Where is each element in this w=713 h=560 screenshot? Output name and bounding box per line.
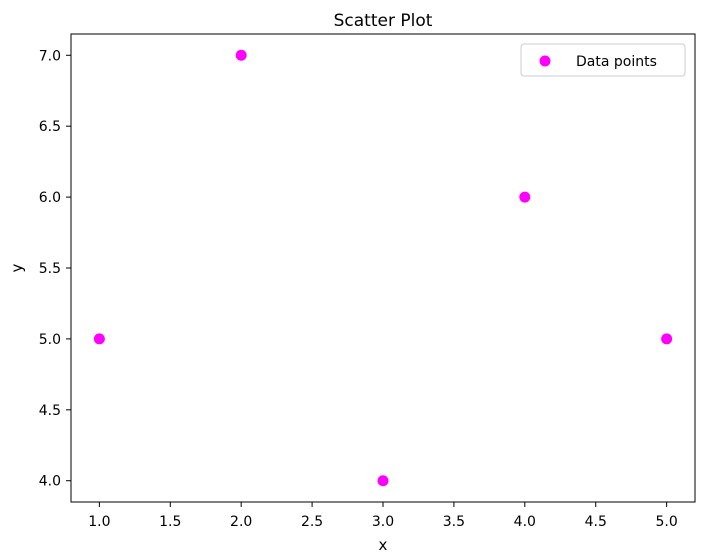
y-tick-label: 6.5 (39, 119, 61, 135)
x-tick-label: 3.5 (443, 514, 465, 530)
data-point (235, 49, 247, 61)
x-tick-label: 3.0 (372, 514, 394, 530)
legend-marker (539, 55, 551, 67)
x-tick-label: 5.0 (656, 514, 678, 530)
plot-border (70, 33, 696, 503)
data-point (661, 333, 673, 345)
legend-box (520, 43, 686, 77)
data-point (377, 475, 389, 487)
y-tick-label: 5.0 (39, 332, 61, 348)
x-axis-ticks: 1.0 1.5 2.0 2.5 3.0 3.5 4.0 4.5 5.0 (88, 502, 678, 530)
x-tick-label: 2.5 (301, 514, 323, 530)
y-tick-label: 4.0 (39, 474, 61, 490)
x-tick-label: 4.0 (514, 514, 536, 530)
x-axis-label: x (379, 536, 388, 554)
y-axis-label: y (8, 263, 26, 272)
x-tick-label: 1.5 (159, 514, 181, 530)
chart-title: Scatter Plot (334, 11, 433, 31)
legend: Data points (520, 43, 686, 77)
legend-label: Data points (576, 54, 657, 70)
y-tick-label: 7.0 (39, 48, 61, 64)
x-tick-label: 4.5 (585, 514, 607, 530)
data-points (93, 49, 673, 487)
x-tick-label: 1.0 (88, 514, 110, 530)
y-tick-label: 6.0 (39, 190, 61, 206)
data-point (93, 333, 105, 345)
y-tick-label: 4.5 (39, 403, 61, 419)
y-tick-label: 5.5 (39, 261, 61, 277)
data-point (519, 191, 531, 203)
x-tick-label: 2.0 (230, 514, 252, 530)
plot-area (70, 33, 696, 503)
y-axis-ticks: 4.0 4.5 5.0 5.5 6.0 6.5 7.0 (39, 48, 71, 490)
